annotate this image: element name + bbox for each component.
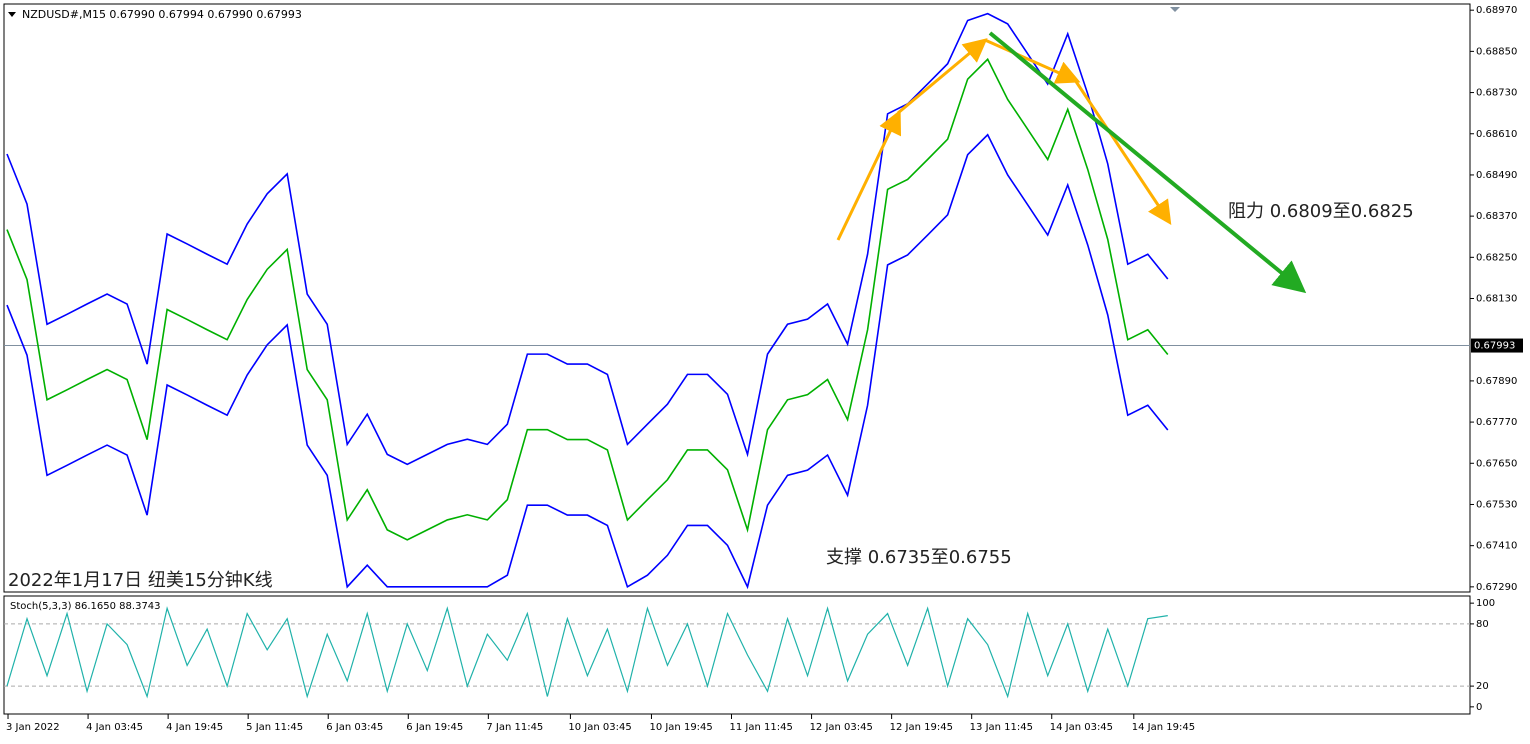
x-tick-label: 3 Jan 2022: [6, 722, 60, 733]
y-tick-label: 0.68850: [1476, 46, 1517, 57]
series-line: [6, 12, 1169, 466]
series-line: [6, 57, 1169, 541]
x-tick-label: 11 Jan 11:45: [730, 722, 793, 733]
trend-arrow: [836, 109, 902, 241]
y-tick-label: 0.68130: [1476, 294, 1517, 305]
y-tick-label: 0.68490: [1476, 170, 1517, 181]
series-line: [6, 133, 1169, 590]
series-line: [6, 606, 1168, 699]
y-tick-label: 80: [1476, 619, 1489, 630]
y-tick-label: 0.68370: [1476, 211, 1517, 222]
x-tick-label: 10 Jan 03:45: [568, 722, 631, 733]
x-tick-label: 6 Jan 03:45: [326, 722, 383, 733]
x-tick-label: 14 Jan 03:45: [1050, 722, 1113, 733]
stoch-header: Stoch(5,3,3) 86.1650 88.3743: [10, 601, 161, 612]
trend-arrow: [1073, 79, 1172, 225]
caption: 2022年1月17日 纽美15分钟K线: [8, 570, 273, 591]
x-tick-label: 12 Jan 03:45: [810, 722, 873, 733]
chart-header: NZDUSD#,M15 0.67990 0.67994 0.67990 0.67…: [22, 8, 302, 21]
resistance-arrow: [988, 31, 1307, 294]
y-tick-label: 0.67650: [1476, 458, 1517, 469]
resistance-label: 阻力 0.6809至0.6825: [1228, 201, 1414, 222]
trend-arrow: [897, 38, 988, 115]
y-tick-label: 0.67770: [1476, 417, 1517, 428]
x-tick-label: 6 Jan 19:45: [406, 722, 463, 733]
x-tick-label: 10 Jan 19:45: [649, 722, 712, 733]
current-price-box: [1471, 338, 1523, 353]
stoch-panel: [3, 595, 1471, 715]
y-tick-label: 100: [1476, 598, 1495, 609]
y-tick-label: 0.68730: [1476, 88, 1517, 99]
x-tick-label: 5 Jan 11:45: [246, 722, 303, 733]
y-tick-label: 0.67290: [1476, 582, 1517, 593]
x-tick-label: 7 Jan 11:45: [486, 722, 543, 733]
shift-marker: [1170, 7, 1180, 12]
x-tick-label: 14 Jan 19:45: [1132, 722, 1195, 733]
y-tick-label: 0.68610: [1476, 129, 1517, 140]
y-tick-label: 0.68250: [1476, 252, 1517, 263]
x-tick-label: 4 Jan 03:45: [86, 722, 143, 733]
menu-triangle: [8, 12, 16, 17]
stoch-plot: 100 80 20 0: [4, 598, 1495, 713]
y-tick-label: 0.67890: [1476, 376, 1517, 387]
x-tick-label: 13 Jan 11:45: [970, 722, 1033, 733]
y-tick-label: 0.67530: [1476, 499, 1517, 510]
y-tick-label: 0.67410: [1476, 541, 1517, 552]
x-tick-label: 12 Jan 19:45: [890, 722, 953, 733]
trend-arrow: [984, 38, 1081, 84]
y-tick-label: 0.68970: [1476, 5, 1517, 16]
x-tick-label: 4 Jan 19:45: [166, 722, 223, 733]
main-panel: [3, 3, 1471, 593]
y-tick-label: 0: [1476, 702, 1482, 713]
y-tick-label: 20: [1476, 681, 1489, 692]
support-label: 支撑 0.6735至0.6755: [826, 547, 1012, 568]
current-price-label: 0.67993: [1474, 341, 1515, 352]
main-plot: 0.68970 0.68850 0.68730 0.68610 0.68490 0.683…: [4, 5, 1523, 593]
